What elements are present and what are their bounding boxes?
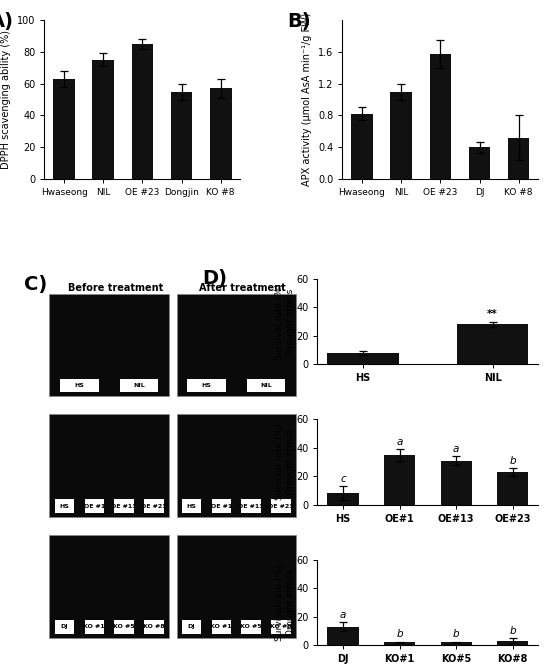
Text: C): C) [24, 275, 47, 295]
Text: a: a [453, 444, 460, 454]
Bar [384, 642, 415, 645]
Bar [271, 620, 291, 634]
Text: HS: HS [74, 383, 84, 388]
Y-axis label: Survival rate (%)
Drought stress: Survival rate (%) Drought stress [275, 424, 295, 500]
Text: KO #1: KO #1 [83, 624, 105, 630]
Bar [49, 535, 169, 638]
Text: NIL: NIL [260, 383, 272, 388]
Bar [497, 641, 528, 645]
Bar [441, 642, 472, 645]
Bar [508, 138, 529, 179]
Bar [176, 535, 296, 638]
Bar [181, 499, 201, 513]
Text: HS: HS [201, 383, 211, 388]
Text: **: ** [487, 309, 498, 319]
Bar [144, 620, 164, 634]
Bar [384, 455, 415, 505]
Bar [181, 620, 201, 634]
Text: B): B) [287, 12, 311, 31]
Y-axis label: APX activity (μmol AsA min⁻¹/g FW): APX activity (μmol AsA min⁻¹/g FW) [302, 13, 312, 186]
Text: b: b [509, 626, 516, 636]
Bar [55, 499, 74, 513]
Bar [327, 626, 359, 645]
Text: OE #1: OE #1 [211, 503, 232, 509]
Bar [53, 79, 75, 179]
Text: HS: HS [186, 503, 196, 509]
Text: a: a [396, 437, 403, 447]
Bar [176, 414, 296, 517]
Bar [114, 620, 134, 634]
Text: KO #5: KO #5 [113, 624, 135, 630]
Text: KO #8: KO #8 [270, 624, 292, 630]
Bar [55, 620, 74, 634]
Bar [430, 54, 451, 179]
Bar [211, 620, 231, 634]
Bar [120, 378, 158, 392]
Text: OE #1: OE #1 [84, 503, 105, 509]
Bar [84, 620, 104, 634]
Text: b: b [453, 629, 460, 639]
Bar [271, 499, 291, 513]
Bar [241, 499, 261, 513]
Bar [144, 499, 164, 513]
Bar [390, 92, 412, 179]
Text: After treatment: After treatment [199, 283, 286, 293]
Bar [49, 414, 169, 517]
Bar [49, 293, 169, 396]
Text: DJ: DJ [188, 624, 195, 630]
Bar [176, 293, 296, 396]
Text: b: b [396, 629, 403, 639]
Text: A): A) [0, 12, 13, 31]
Text: KO #5: KO #5 [240, 624, 262, 630]
Bar [441, 461, 472, 505]
Text: Before treatment: Before treatment [68, 283, 163, 293]
Text: KO #1: KO #1 [210, 624, 232, 630]
Bar [210, 88, 231, 179]
Text: c: c [340, 474, 346, 484]
Bar [246, 378, 285, 392]
Bar [241, 620, 261, 634]
Bar [327, 493, 359, 505]
Bar [497, 472, 528, 505]
Text: D): D) [203, 269, 228, 288]
Bar [187, 378, 226, 392]
Bar [351, 114, 373, 179]
Bar [84, 499, 104, 513]
Text: b: b [509, 456, 516, 465]
Text: OE #13: OE #13 [238, 503, 264, 509]
Bar [211, 499, 231, 513]
Text: KO #8: KO #8 [143, 624, 165, 630]
Bar [171, 92, 193, 179]
Text: OE #23: OE #23 [268, 503, 294, 509]
Bar [327, 352, 398, 364]
Bar [93, 60, 114, 179]
Y-axis label: DPPH scavenging ability (%): DPPH scavenging ability (%) [2, 30, 12, 169]
Y-axis label: Survival rate (%)
Drought stress: Survival rate (%) Drought stress [275, 283, 295, 360]
Bar [114, 499, 134, 513]
Text: NIL: NIL [133, 383, 145, 388]
Bar [132, 44, 153, 179]
Bar [469, 147, 490, 179]
Text: OE #13: OE #13 [112, 503, 137, 509]
Bar [60, 378, 99, 392]
Text: HS: HS [59, 503, 69, 509]
Text: OE #23: OE #23 [141, 503, 166, 509]
Bar [457, 325, 528, 364]
Text: DJ: DJ [60, 624, 68, 630]
Text: a: a [340, 610, 346, 620]
Y-axis label: Survival rate (%)
Drought stress: Survival rate (%) Drought stress [275, 564, 295, 641]
